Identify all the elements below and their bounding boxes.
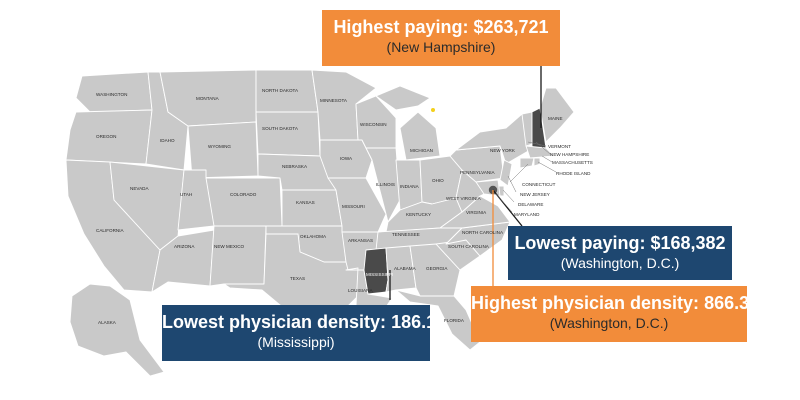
callout-highest-paying-value: $263,721 [473, 17, 549, 37]
state-alaska [69, 283, 165, 377]
label-arkansas: ARKANSAS [348, 238, 373, 243]
state-kansas [281, 189, 343, 227]
callout-lowest-density: Lowest physician density: 186.1 (Mississ… [162, 305, 436, 361]
callout-highest-paying-headline: Highest paying: $263,721 [322, 16, 560, 38]
label-west-virginia: WEST VIRGINIA [446, 196, 482, 201]
label-nevada: NEVADA [130, 186, 149, 191]
label-maine: MAINE [548, 116, 563, 121]
label-nebraska: NEBRASKA [282, 164, 308, 169]
state-new-jersey [499, 159, 513, 187]
label-alabama: ALABAMA [394, 266, 417, 271]
label-kentucky: KENTUCKY [406, 212, 431, 217]
label-montana: MONTANA [196, 96, 220, 101]
marker-dot [431, 108, 435, 112]
label-texas: TEXAS [290, 276, 305, 281]
state-michigan-up [375, 85, 431, 111]
label-ohio: OHIO [432, 178, 444, 183]
label-iowa: IOWA [340, 156, 353, 161]
label-idaho: IDAHO [160, 138, 175, 143]
state-michigan [399, 111, 441, 161]
label-oregon: OREGON [96, 134, 116, 139]
label-north-carolina: NORTH CAROLINA [462, 230, 504, 235]
label-south-carolina: SOUTH CAROLINA [448, 244, 490, 249]
label-new-hampshire: NEW HAMPSHIRE [550, 152, 589, 157]
label-maryland: MARYLAND [514, 212, 540, 217]
label-oklahoma: OKLAHOMA [300, 234, 327, 239]
callout-highest-density: Highest physician density: 866.3 (Washin… [471, 286, 750, 342]
label-new-jersey: NEW JERSEY [520, 192, 550, 197]
label-north-dakota: NORTH DAKOTA [262, 88, 299, 93]
label-kansas: KANSAS [296, 200, 315, 205]
ne-leaders [495, 141, 557, 213]
callout-lowest-paying-headline: Lowest paying: $168,382 [508, 232, 732, 254]
callout-highest-paying-label: Highest paying: [333, 17, 469, 37]
label-mississippi: MISSISSIPPI [366, 272, 393, 277]
label-michigan: MICHIGAN [410, 148, 433, 153]
label-louisiana: LOUISIANA [348, 288, 373, 293]
callout-lowest-paying-label: Lowest paying: [514, 233, 646, 253]
label-virginia: VIRGINIA [466, 210, 487, 215]
callout-highest-density-headline: Highest physician density: 866.3 [471, 292, 750, 314]
label-south-dakota: SOUTH DAKOTA [262, 126, 299, 131]
label-minnesota: MINNESOTA [320, 98, 348, 103]
label-wisconsin: WISCONSIN [360, 122, 387, 127]
label-illinois: ILLINOIS [376, 182, 395, 187]
state-rhode-island [533, 157, 541, 167]
callout-highest-paying-place: (New Hampshire) [386, 39, 496, 55]
label-rhode-island: RHODE ISLAND [556, 171, 591, 176]
label-arizona: ARIZONA [174, 244, 195, 249]
callout-lowest-density-place: (Mississippi) [257, 334, 335, 350]
label-massachusetts: MASSACHUSETTS [552, 160, 593, 165]
label-connecticut: CONNECTICUT [522, 182, 556, 187]
callout-highest-density-value: 866.3 [704, 293, 750, 313]
label-vermont: VERMONT [548, 144, 571, 149]
label-indiana: INDIANA [400, 184, 420, 189]
state-south-dakota [255, 111, 321, 157]
label-colorado: COLORADO [230, 192, 257, 197]
callout-lowest-paying-value: $168,382 [650, 233, 726, 253]
label-new-york: NEW YORK [490, 148, 516, 153]
label-pennsylvania: PENNSYLVANIA [460, 170, 495, 175]
callout-lowest-paying: Lowest paying: $168,382 (Washington, D.C… [508, 226, 732, 280]
label-missouri: MISSOURI [342, 204, 365, 209]
callout-lowest-density-headline: Lowest physician density: 186.1 [162, 311, 436, 333]
callout-lowest-density-label: Lowest physician density: [162, 312, 387, 332]
callout-highest-paying: Highest paying: $263,721 (New Hampshire) [322, 10, 560, 66]
callout-lowest-paying-place: (Washington, D.C.) [560, 255, 680, 271]
label-washington: WASHINGTON [96, 92, 127, 97]
state-new-mexico [209, 225, 267, 287]
callout-lowest-density-value: 186.1 [391, 312, 437, 332]
label-new-mexico: NEW MEXICO [214, 244, 245, 249]
state-connecticut [519, 157, 535, 169]
label-georgia: GEORGIA [426, 266, 448, 271]
state-maine [539, 87, 575, 143]
label-california: CALIFORNIA [96, 228, 125, 233]
label-florida: FLORIDA [444, 318, 465, 323]
label-delaware: DELAWARE [518, 202, 543, 207]
label-wyoming: WYOMING [208, 144, 231, 149]
state-massachusetts [525, 145, 555, 159]
label-utah: UTAH [180, 192, 192, 197]
state-florida [395, 289, 481, 351]
label-tennessee: TENNESSEE [392, 232, 420, 237]
state-colorado [205, 177, 283, 227]
callout-highest-density-label: Highest physician density: [471, 293, 700, 313]
label-alaska: ALASKA [98, 320, 117, 325]
callout-highest-density-place: (Washington, D.C.) [549, 315, 669, 331]
